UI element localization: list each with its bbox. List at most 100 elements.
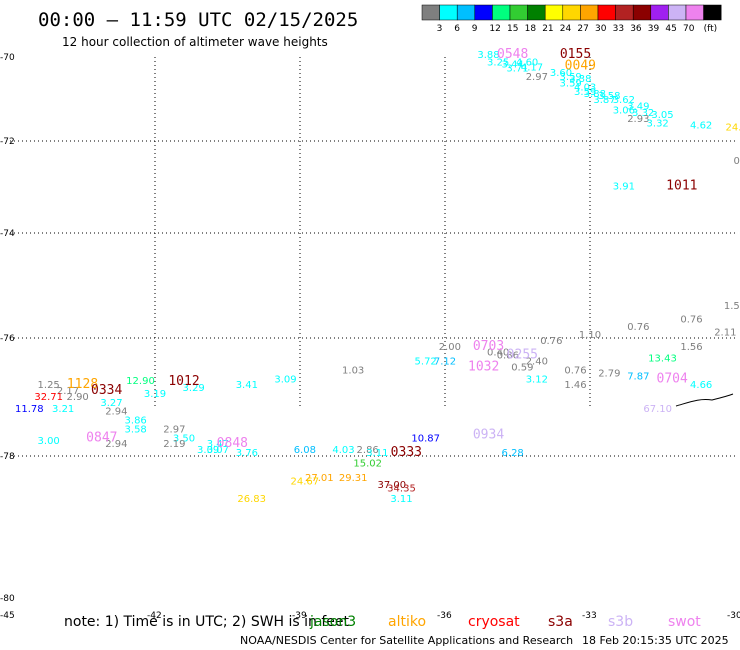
- colorbar-label: 24: [560, 24, 572, 34]
- wave-height-label: 29.31: [339, 473, 368, 484]
- y-tick-label: -70: [0, 53, 15, 63]
- colorbar-swatch: [492, 4, 511, 21]
- satellite-legend: jason3 altiko cryosat s3a s3b swot: [309, 614, 701, 630]
- colorbar-label: 27: [577, 24, 588, 34]
- wave-height-label: 3.11: [366, 448, 388, 459]
- colorbar-label: 39: [648, 24, 660, 34]
- wave-height-label: 0.76: [627, 322, 649, 333]
- pass-time-label: 1012: [168, 374, 199, 389]
- wave-height-label: 3.11: [390, 494, 412, 505]
- colorbar-swatch: [562, 4, 581, 21]
- wave-height-label: 24.00: [726, 123, 740, 134]
- colorbar-swatch: [632, 4, 652, 21]
- gridlines: [10, 57, 735, 457]
- wave-height-label: 3.58: [125, 424, 147, 435]
- wave-height-label: 1.10: [579, 330, 601, 341]
- wave-height-label: 3.59: [574, 87, 596, 98]
- colorbar-swatch: [456, 4, 476, 21]
- wave-height-label: 3.05: [651, 110, 673, 121]
- pass-time-label: 0704: [657, 371, 688, 386]
- x-tick-label: -33: [582, 611, 597, 621]
- wave-height-label: 2.40: [526, 357, 548, 368]
- wave-height-label: 3.76: [236, 448, 258, 459]
- pass-time-label: 0848: [217, 436, 248, 451]
- colorbar-label: 18: [525, 24, 537, 34]
- wave-height-label: 7.87: [627, 371, 649, 382]
- colorbar-label: (ft): [704, 24, 718, 34]
- chart-title: 00:00 – 11:59 UTC 02/15/2025: [38, 9, 358, 31]
- axes: -70 -72 -74 -76 -78 -80 -45 -42 -39 -36 -33 -30: [0, 53, 740, 621]
- x-tick-label: -45: [0, 611, 15, 621]
- wave-height-label: 26.83: [237, 494, 266, 505]
- wave-height-label: 0.20: [734, 156, 740, 167]
- wave-height-label: 1.25: [38, 380, 60, 391]
- wave-height-label: 6.28: [502, 448, 524, 459]
- colorbar-label: 70: [683, 24, 695, 34]
- pass-time-label: 1032: [468, 359, 499, 374]
- wave-height-label: 3.06: [613, 106, 635, 117]
- wave-height-label: 11.78: [15, 404, 44, 415]
- wave-height-label: 2.00: [439, 342, 461, 353]
- wave-height-label: 1.56: [680, 342, 702, 353]
- x-tick-label: -39: [292, 611, 307, 621]
- colorbar-swatch: [474, 4, 493, 21]
- wave-height-label: 3.88: [584, 89, 606, 100]
- legend-item: s3b: [608, 614, 633, 630]
- wave-height-label: 3.00: [38, 436, 60, 447]
- wave-height-label: 37.00: [378, 480, 407, 491]
- colorbar: 3 6 9 12 15 18 21 24 27 30 33 36 39 45 70 (ft): [421, 4, 722, 34]
- wave-height-label: 3.60: [550, 68, 572, 79]
- colorbar-swatch: [439, 4, 458, 21]
- colorbar-label: 36: [630, 24, 642, 34]
- pass-time-label: 0255: [507, 348, 538, 363]
- wave-height-label: 3.86: [125, 416, 147, 427]
- colorbar-swatch: [615, 4, 634, 21]
- colorbar-label: 21: [542, 24, 553, 34]
- colorbar-swatch: [544, 4, 564, 21]
- colorbar-label: 15: [507, 24, 518, 34]
- wave-height-label: 13.43: [648, 354, 677, 365]
- wave-height-label: 3.29: [183, 383, 205, 394]
- wave-height-label: 3.19: [144, 389, 166, 400]
- legend-item: s3a: [548, 614, 573, 630]
- y-tick-label: -76: [0, 334, 15, 344]
- wave-height-label: 67.10: [643, 404, 672, 415]
- pass-time-label: 0049: [565, 59, 596, 74]
- wave-height-label: 32.71: [34, 392, 63, 403]
- wave-height-label: 3.44: [502, 60, 524, 71]
- colorbar-swatch: [421, 4, 440, 21]
- colorbar-label: 33: [613, 24, 624, 34]
- wave-height-label: 34.35: [387, 484, 416, 495]
- pass-time-label: 0155: [560, 47, 591, 62]
- y-tick-label: -72: [0, 137, 15, 147]
- wave-height-label: 3.09: [197, 445, 219, 456]
- colorbar-label: 6: [454, 24, 460, 34]
- wave-height-label: 3.47: [207, 439, 229, 450]
- chart-subtitle: 12 hour collection of altimeter wave hei…: [62, 35, 328, 49]
- wave-height-label: 27.01: [305, 473, 334, 484]
- wave-height-label: 3.88: [477, 50, 499, 61]
- pass-time-label: 1011: [666, 178, 697, 193]
- wave-height-label: 2.97: [163, 424, 185, 435]
- wave-height-label: 0.76: [564, 365, 586, 376]
- wave-height-label: 2.11: [714, 327, 736, 338]
- x-tick-label: -36: [437, 611, 452, 621]
- colorbar-label: 12: [489, 24, 500, 34]
- pass-time-label: 1128: [67, 377, 98, 392]
- pass-time-label: 0847: [86, 430, 117, 445]
- coastline-segment: [675, 393, 734, 407]
- pass-time-label: 0703: [473, 339, 504, 354]
- footer-credit: NOAA/NESDIS Center for Satellite Applica…: [240, 634, 573, 647]
- wave-height-label: 1.46: [564, 380, 586, 391]
- wave-height-label: 3.12: [526, 374, 548, 385]
- colorbar-swatch: [650, 4, 669, 21]
- wave-height-label: 3.59: [560, 78, 582, 89]
- legend-item: jason3: [309, 614, 356, 630]
- x-tick-label: -42: [147, 611, 162, 621]
- wave-height-label: 3.32: [632, 108, 654, 119]
- pass-time-label: 0333: [391, 445, 422, 460]
- colorbar-label: 30: [595, 24, 607, 34]
- wave-height-label: 3.07: [207, 445, 229, 456]
- wave-height-label: 3.49: [627, 102, 649, 113]
